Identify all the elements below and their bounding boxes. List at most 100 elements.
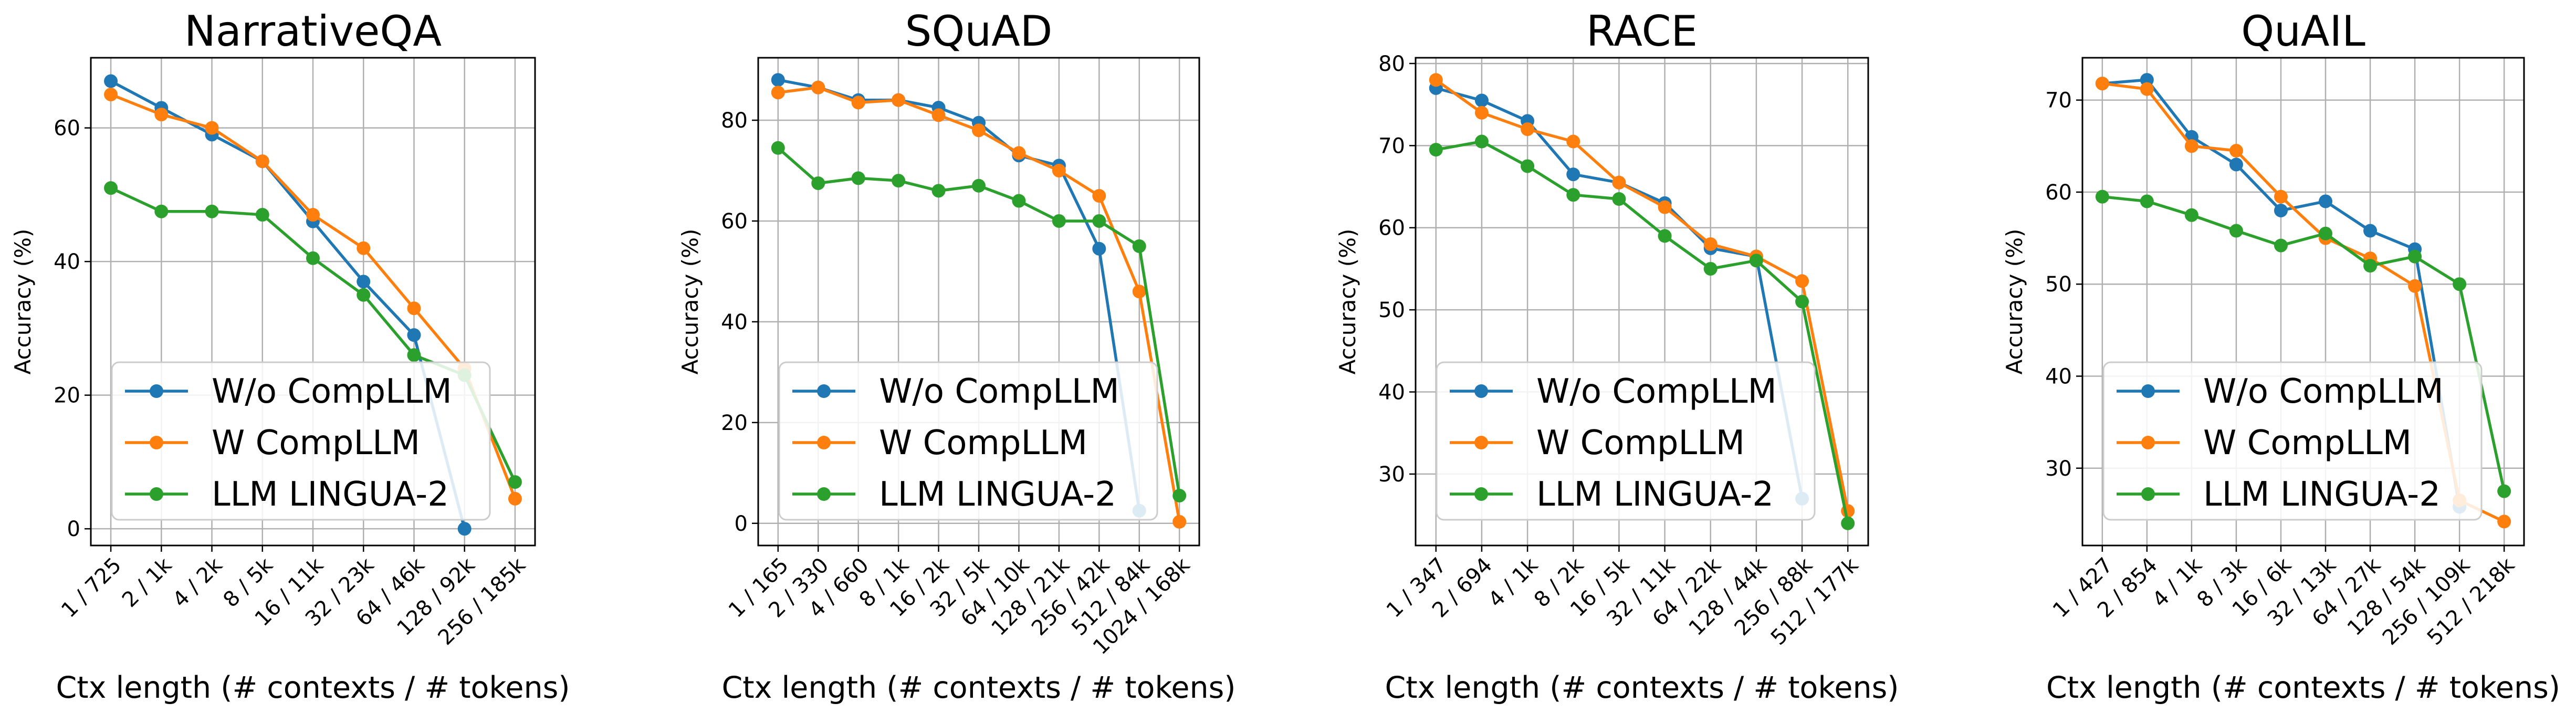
y-tick-label: 30	[1378, 463, 1405, 487]
data-point	[1795, 295, 1809, 309]
data-point	[2408, 249, 2422, 264]
data-point	[1012, 146, 1026, 160]
data-point	[972, 179, 986, 193]
y-tick-label: 50	[2045, 272, 2072, 297]
data-point	[104, 74, 118, 88]
chart-title: SQuAD	[905, 7, 1053, 56]
series-line	[1436, 140, 1849, 524]
data-point	[2497, 515, 2511, 529]
legend-label: W CompLLM	[212, 424, 420, 463]
data-point	[1172, 488, 1187, 502]
data-point	[2229, 224, 2243, 238]
data-point	[1612, 192, 1626, 206]
x-tick-label: 4 / 2k	[168, 553, 227, 612]
legend-box	[778, 361, 1158, 521]
data-point	[1172, 515, 1187, 529]
legend-label: W CompLLM	[879, 424, 1087, 463]
data-point	[1521, 122, 1535, 137]
data-point	[407, 301, 421, 316]
data-point	[1092, 188, 1106, 203]
data-point	[1052, 214, 1066, 228]
legend-label: W/o CompLLM	[1536, 372, 1777, 411]
y-tick-label: 20	[721, 411, 748, 435]
legend-marker	[817, 384, 831, 398]
legend-box	[1436, 361, 1816, 521]
legend: W/o CompLLM W CompLLM LLM LINGUA-2	[1436, 361, 1816, 521]
data-point	[851, 171, 865, 185]
y-tick-label: 40	[1378, 381, 1405, 405]
data-point	[2453, 277, 2467, 291]
series-line	[110, 80, 466, 529]
data-point	[407, 348, 421, 362]
data-point	[2274, 238, 2288, 253]
data-point	[771, 141, 785, 155]
data-point	[1012, 194, 1026, 208]
data-point	[1566, 167, 1580, 182]
legend-label: W/o CompLLM	[212, 372, 452, 411]
data-point	[2140, 194, 2154, 208]
legend-marker	[1474, 487, 1488, 501]
legend-label: LLM LINGUA-2	[2203, 475, 2441, 514]
chart-title: RACE	[1586, 7, 1698, 56]
y-tick-label: 0	[735, 512, 748, 536]
data-point	[1703, 261, 1718, 276]
legend-label: LLM LINGUA-2	[212, 475, 449, 514]
data-point	[357, 288, 371, 302]
data-point	[154, 204, 169, 218]
legend-marker	[817, 487, 831, 501]
data-point	[2497, 484, 2511, 498]
data-point	[2184, 139, 2198, 153]
legend-box	[111, 361, 491, 521]
data-point	[972, 123, 986, 138]
axes-frame	[2081, 57, 2525, 547]
data-point	[1052, 163, 1066, 177]
data-point	[1474, 106, 1489, 120]
data-point	[306, 208, 320, 222]
legend-marker	[1474, 436, 1488, 449]
legend-marker	[2141, 436, 2155, 449]
legend-label: W/o CompLLM	[2203, 372, 2444, 411]
y-tick-label: 20	[54, 384, 80, 408]
data-point	[1429, 143, 1443, 157]
chart-title: QuAIL	[2241, 7, 2365, 56]
data-point	[2363, 259, 2378, 273]
data-point	[892, 174, 906, 188]
legend-label: W/o CompLLM	[879, 372, 1119, 411]
axes-frame	[90, 57, 536, 547]
data-point	[508, 475, 522, 489]
data-point	[811, 176, 825, 190]
data-point	[1429, 73, 1443, 87]
data-point	[457, 522, 472, 536]
data-point	[104, 87, 118, 101]
data-point	[2274, 203, 2288, 217]
series-line	[2102, 195, 2506, 492]
data-point	[2363, 224, 2378, 238]
data-point	[1132, 239, 1146, 253]
legend-marker	[1474, 384, 1488, 398]
data-point	[811, 80, 825, 95]
data-point	[154, 108, 169, 122]
y-tick-label: 80	[721, 109, 748, 133]
data-point	[1132, 285, 1146, 299]
legend: W/o CompLLM W CompLLM LLM LINGUA-2	[111, 361, 491, 521]
axes-frame	[757, 57, 1200, 547]
y-tick-label: 40	[2045, 364, 2072, 389]
data-point	[2184, 208, 2198, 222]
data-point	[2140, 82, 2154, 96]
legend-label: W CompLLM	[2203, 424, 2412, 463]
data-point	[1749, 254, 1763, 268]
y-tick-label: 60	[1378, 216, 1405, 240]
legend-label: LLM LINGUA-2	[1536, 475, 1774, 514]
legend: W/o CompLLM W CompLLM LLM LINGUA-2	[778, 361, 1158, 521]
legend-marker	[150, 384, 163, 398]
y-axis-label: Accuracy (%)	[1335, 229, 1360, 375]
y-axis-label: Accuracy (%)	[2002, 229, 2027, 375]
y-tick-label: 50	[1378, 298, 1405, 322]
y-tick-label: 70	[2045, 89, 2072, 113]
chart-title: NarrativeQA	[184, 7, 442, 56]
data-point	[205, 204, 219, 218]
legend-marker	[150, 487, 163, 501]
data-point	[892, 93, 906, 107]
data-point	[931, 108, 946, 122]
